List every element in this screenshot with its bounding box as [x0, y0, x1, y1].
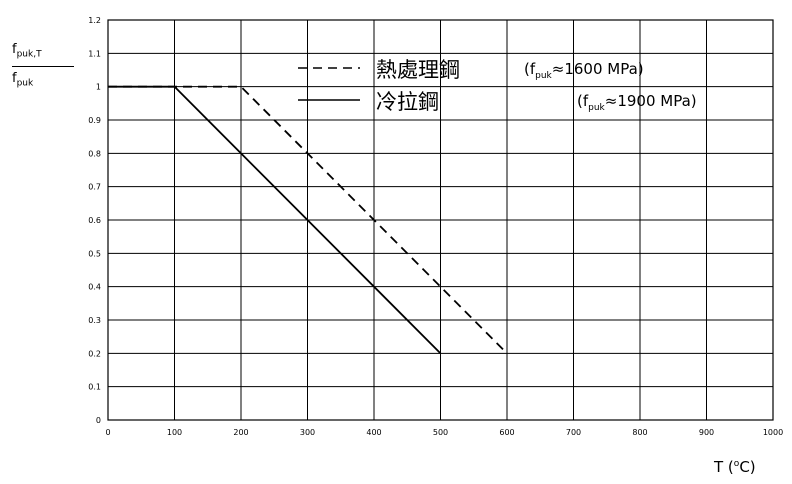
legend-note-heat-treated: (fpuk≈1600 MPa): [524, 60, 644, 81]
x-tick-label: 800: [632, 428, 647, 437]
legend-note-cold-drawn: (fpuk≈1900 MPa): [577, 92, 697, 113]
y-axis-label-numerator: fpuk,T: [12, 42, 42, 60]
y-axis-label-denominator: fpuk: [12, 71, 33, 89]
x-label-sup: o: [733, 459, 740, 469]
y-tick-label: 0.6: [88, 216, 101, 225]
x-tick-label: 700: [566, 428, 581, 437]
y-label-top-base: f: [12, 42, 17, 57]
y-tick-label: 1.2: [88, 16, 101, 25]
x-tick-label: 0: [105, 428, 110, 437]
y-label-top-sub: puk,T: [16, 49, 42, 60]
x-tick-label: 100: [167, 428, 182, 437]
y-tick-label: 0.3: [88, 316, 101, 325]
y-tick-label: 1: [96, 83, 101, 92]
y-tick-label: 0.9: [88, 116, 101, 125]
x-tick-label: 900: [699, 428, 714, 437]
x-label-base: T (: [714, 458, 734, 476]
series-layer: [108, 85, 508, 354]
x-tick-label: 1000: [763, 428, 783, 437]
legend-note-heat-treated-post: ≈1600 MPa): [551, 60, 644, 78]
legend-note-heat-treated-sub: puk: [535, 71, 552, 81]
legend-note-cold-drawn-sub: puk: [588, 103, 605, 113]
y-tick-label: 1.1: [88, 49, 101, 58]
tick-labels: 0 100 200 300 400 500 600 700 800 900 1000 0 0.1 0.2 0…: [88, 16, 783, 437]
y-tick-label: 0.5: [88, 249, 101, 258]
y-tick-label: 0.7: [88, 183, 101, 192]
y-tick-label: 0.1: [88, 383, 101, 392]
y-tick-label: 0.4: [88, 283, 101, 292]
legend-note-heat-treated-pre: (f: [524, 60, 536, 78]
legend-label-heat-treated: 熱處理鋼: [376, 58, 460, 82]
legend-note-cold-drawn-post: ≈1900 MPa): [604, 92, 697, 110]
legend-note-cold-drawn-pre: (f: [577, 92, 589, 110]
x-label-end: C): [739, 458, 756, 476]
y-tick-label: 0: [96, 416, 101, 425]
y-label-bottom-base: f: [12, 71, 17, 86]
x-tick-label: 600: [499, 428, 514, 437]
plot-frame: [107, 19, 774, 421]
x-tick-label: 200: [233, 428, 248, 437]
y-label-bottom-sub: puk: [16, 78, 34, 89]
y-tick-label: 0.8: [88, 149, 101, 158]
x-tick-label: 500: [433, 428, 448, 437]
x-tick-label: 300: [300, 428, 315, 437]
x-tick-label: 400: [366, 428, 381, 437]
series-line-cold-drawn: [108, 85, 442, 354]
legend-label-cold-drawn: 冷拉鋼: [376, 90, 439, 114]
y-axis-label-fraction-bar: [12, 66, 74, 67]
y-tick-label: 0.2: [88, 349, 101, 358]
legend-swatches: [298, 67, 360, 101]
x-axis-label: T (oC): [714, 458, 756, 476]
